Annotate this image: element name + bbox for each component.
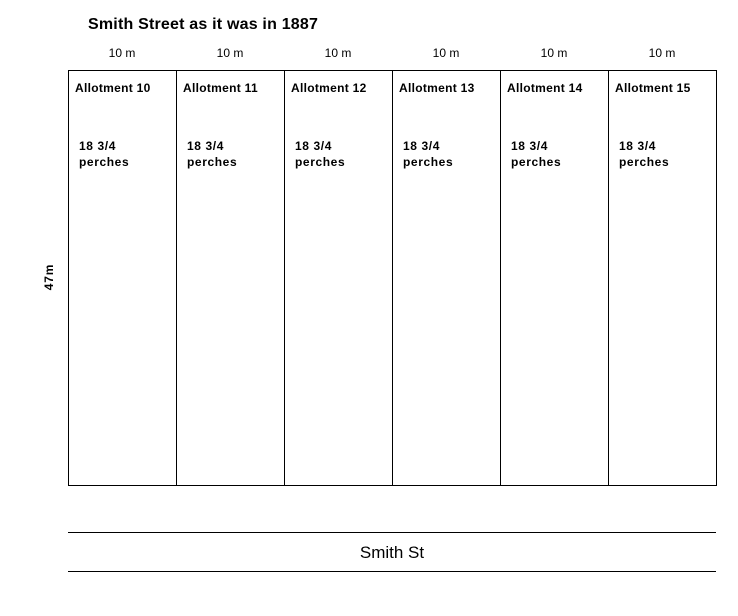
width-label: 10 m — [68, 46, 176, 64]
allotment-area-1: 18 3/4 — [187, 139, 224, 153]
width-label: 10 m — [284, 46, 392, 64]
street-block: Smith St — [68, 532, 716, 572]
allotment-area-2: perches — [295, 155, 345, 169]
page-root: Smith Street as it was in 1887 10 m 10 m… — [0, 0, 738, 616]
width-label: 10 m — [500, 46, 608, 64]
allotment-area-1: 18 3/4 — [403, 139, 440, 153]
width-label: 10 m — [392, 46, 500, 64]
column-width-labels: 10 m 10 m 10 m 10 m 10 m 10 m — [68, 46, 716, 64]
allotment-area-2: perches — [619, 155, 669, 169]
allotment-plot: Allotment 10 18 3/4 perches Allotment 11… — [68, 70, 717, 486]
allotment-cell: Allotment 15 18 3/4 perches — [609, 71, 717, 485]
street-line-bottom — [68, 571, 716, 572]
allotment-name: Allotment 11 — [177, 81, 284, 95]
width-label: 10 m — [608, 46, 716, 64]
allotment-name: Allotment 12 — [285, 81, 392, 95]
allotment-name: Allotment 14 — [501, 81, 608, 95]
allotment-cell: Allotment 10 18 3/4 perches — [69, 71, 177, 485]
allotment-area-2: perches — [511, 155, 561, 169]
allotment-cell: Allotment 12 18 3/4 perches — [285, 71, 393, 485]
allotment-name: Allotment 13 — [393, 81, 500, 95]
allotment-area-1: 18 3/4 — [79, 139, 116, 153]
diagram-title: Smith Street as it was in 1887 — [88, 16, 318, 34]
allotment-area-2: perches — [187, 155, 237, 169]
allotment-area-1: 18 3/4 — [295, 139, 332, 153]
allotment-area-2: perches — [79, 155, 129, 169]
allotment-area-2: perches — [403, 155, 453, 169]
allotment-area-1: 18 3/4 — [619, 139, 656, 153]
plot-height-label: 47m — [42, 264, 56, 290]
street-name: Smith St — [68, 533, 716, 571]
allotment-cell: Allotment 11 18 3/4 perches — [177, 71, 285, 485]
allotment-name: Allotment 15 — [609, 81, 716, 95]
allotment-name: Allotment 10 — [69, 81, 176, 95]
allotment-cell: Allotment 14 18 3/4 perches — [501, 71, 609, 485]
width-label: 10 m — [176, 46, 284, 64]
allotment-area-1: 18 3/4 — [511, 139, 548, 153]
allotment-cell: Allotment 13 18 3/4 perches — [393, 71, 501, 485]
